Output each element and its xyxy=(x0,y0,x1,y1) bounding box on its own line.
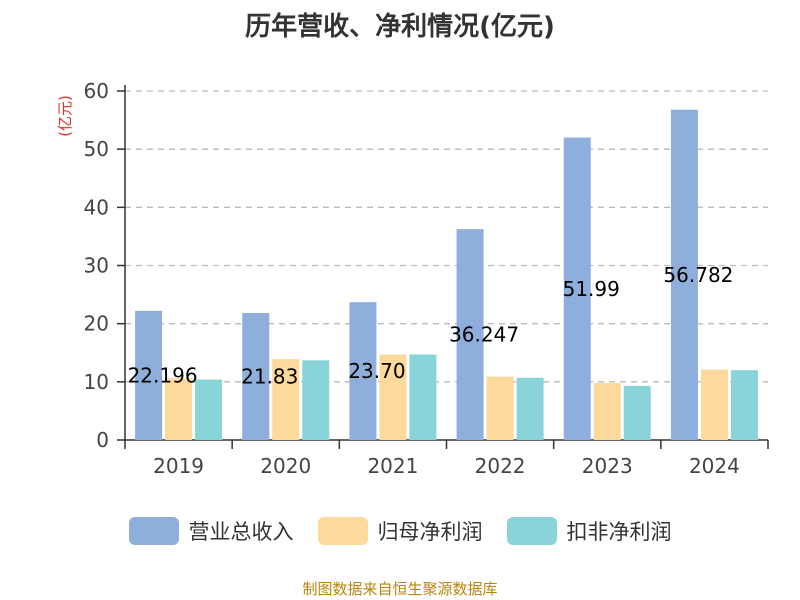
legend-swatch-deducted-profit xyxy=(506,517,557,545)
y-tick-label: 60 xyxy=(84,79,109,103)
legend-label-net-profit: 归母净利润 xyxy=(377,520,483,544)
y-tick-label: 30 xyxy=(84,254,109,278)
bar-revenue xyxy=(670,109,698,441)
legend-item-deducted-profit[interactable]: 扣非净利润 xyxy=(506,516,672,546)
data-label: 56.782 xyxy=(663,263,733,287)
bar-revenue xyxy=(563,137,591,441)
bar-deducted-profit xyxy=(623,385,651,440)
bar-net-profit xyxy=(165,378,193,440)
y-tick-label: 0 xyxy=(96,428,109,452)
bar-deducted-profit xyxy=(195,379,223,440)
data-label: 23.70 xyxy=(348,359,405,383)
bar-deducted-profit xyxy=(730,370,758,440)
bar-revenue xyxy=(242,313,270,440)
y-tick-label: 50 xyxy=(84,137,109,161)
bar-net-profit xyxy=(700,369,728,440)
bar-net-profit xyxy=(486,376,514,440)
data-label: 21.83 xyxy=(241,365,298,389)
x-tick-label: 2020 xyxy=(260,454,311,478)
y-tick-label: 40 xyxy=(84,195,109,219)
y-tick-label: 20 xyxy=(84,312,109,336)
x-tick-label: 2024 xyxy=(689,454,740,478)
bar-deducted-profit xyxy=(409,354,437,440)
bar-revenue xyxy=(349,302,377,440)
legend-swatch-revenue xyxy=(128,517,179,545)
legend: 营业总收入 归母净利润 扣非净利润 xyxy=(0,516,800,546)
bar-revenue xyxy=(456,229,484,440)
data-label: 51.99 xyxy=(563,277,620,301)
y-axis-label: (亿元) xyxy=(56,95,74,137)
x-tick-label: 2021 xyxy=(367,454,418,478)
x-tick-label: 2019 xyxy=(153,454,204,478)
legend-label-deducted-profit: 扣非净利润 xyxy=(566,520,672,544)
source-note: 制图数据来自恒生聚源数据库 xyxy=(302,580,498,598)
y-tick-label: 10 xyxy=(84,370,109,394)
bar-net-profit xyxy=(272,359,300,440)
legend-swatch-net-profit xyxy=(317,517,368,545)
legend-label-revenue: 营业总收入 xyxy=(188,520,294,544)
legend-item-net-profit[interactable]: 归母净利润 xyxy=(317,516,483,546)
bar-net-profit xyxy=(593,382,621,440)
chart-title: 历年营收、净利情况(亿元) xyxy=(245,12,555,42)
x-tick-label: 2023 xyxy=(582,454,633,478)
bar-deducted-profit xyxy=(302,360,330,440)
x-tick-label: 2022 xyxy=(475,454,526,478)
data-label: 36.247 xyxy=(449,323,519,347)
legend-item-revenue[interactable]: 营业总收入 xyxy=(128,516,294,546)
data-label: 22.196 xyxy=(128,363,198,387)
bar-deducted-profit xyxy=(516,377,544,440)
bar-net-profit xyxy=(379,354,407,440)
bar-revenue xyxy=(135,310,163,440)
